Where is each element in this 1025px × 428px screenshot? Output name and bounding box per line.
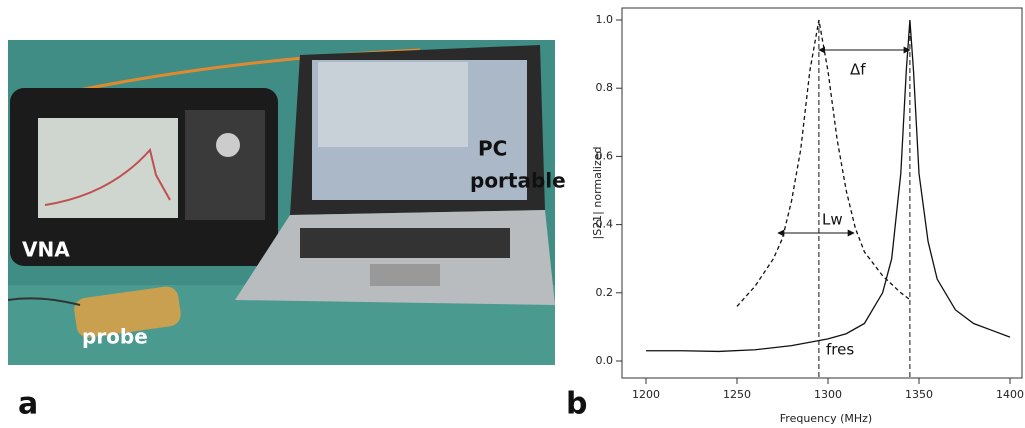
probe-cable [7,297,81,306]
photo-label: VNA [22,238,70,262]
photo-label: PC [478,137,507,161]
panel-label: b [566,387,587,422]
x-tick-label: 1250 [723,388,751,401]
vna-keypad [185,110,265,220]
y-tick-label: 1.0 [596,13,614,26]
annotation: fres [826,341,854,359]
series-line [646,19,1011,353]
panel-label: a [18,387,38,422]
laptop-window [318,62,468,147]
y-tick-label: 0.4 [596,218,614,231]
keyboard [300,228,510,258]
vna-trace [44,147,171,206]
photo-label: probe [82,325,148,349]
x-tick-label: 1300 [814,388,842,401]
vna-knob [216,133,240,157]
x-tick-label: 1350 [905,388,933,401]
y-tick-label: 0.8 [596,81,614,94]
y-tick-label: 0.2 [596,286,614,299]
annotation: Δf [850,61,866,79]
photo: VNA PC portable probe [7,40,566,365]
touchpad [370,264,440,286]
x-tick-label: 1400 [996,388,1024,401]
y-tick-label: 0.6 [596,149,614,162]
plot-frame [621,7,1023,379]
annotation: Lw [822,211,843,229]
y-tick-label: 0.0 [596,354,614,367]
photo-label: portable [470,169,566,193]
y-axis-label: |S21| normalized [591,146,604,239]
x-tick-label: 1200 [632,388,660,401]
x-axis-label: Frequency (MHz) [780,412,872,425]
series-line [736,19,911,307]
probe [74,286,181,338]
